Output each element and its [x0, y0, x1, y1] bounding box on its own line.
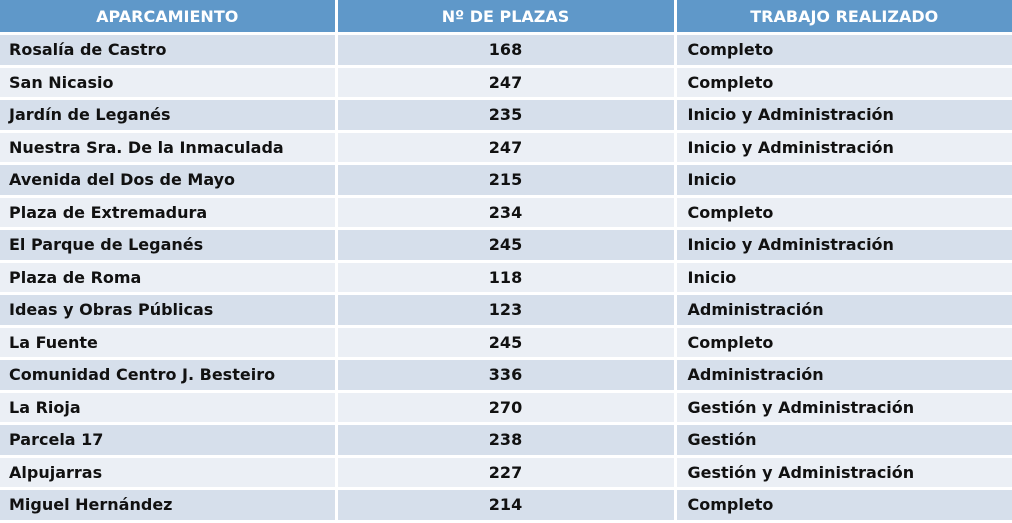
cell-aparcamiento: Comunidad Centro J. Besteiro: [0, 358, 338, 393]
cell-plazas: 247: [336, 66, 677, 100]
cell-plazas: 215: [336, 163, 677, 198]
table-row: San Nicasio 247 Completo: [0, 66, 1012, 100]
cell-aparcamiento: Plaza de Roma: [0, 261, 338, 295]
table-row: Plaza de Roma 118 Inicio: [0, 261, 1012, 295]
table-row: Avenida del Dos de Mayo 215 Inicio: [0, 163, 1012, 198]
cell-plazas: 234: [336, 196, 677, 230]
cell-aparcamiento: El Parque de Leganés: [0, 228, 338, 263]
table-row: La Fuente 245 Completo: [0, 326, 1012, 360]
cell-plazas: 336: [336, 358, 677, 393]
cell-plazas: 245: [336, 228, 677, 263]
cell-plazas: 245: [336, 326, 677, 360]
cell-aparcamiento: Parcela 17: [0, 423, 338, 458]
cell-trabajo: Inicio y Administración: [675, 98, 1012, 133]
cell-trabajo: Administración: [675, 293, 1012, 328]
table-row: Comunidad Centro J. Besteiro 336 Administr…: [0, 358, 1012, 393]
cell-aparcamiento: Jardín de Leganés: [0, 98, 338, 133]
cell-plazas: 238: [336, 423, 677, 458]
header-aparcamiento: APARCAMIENTO: [0, 0, 338, 35]
cell-trabajo: Administración: [675, 358, 1012, 393]
cell-trabajo: Inicio y Administración: [675, 131, 1012, 165]
cell-aparcamiento: Alpujarras: [0, 456, 338, 490]
table-row: Ideas y Obras Públicas 123 Administración: [0, 293, 1012, 328]
cell-trabajo: Gestión y Administración: [675, 456, 1012, 490]
table-row: Nuestra Sra. De la Inmaculada 247 Inicio y…: [0, 131, 1012, 165]
cell-aparcamiento: San Nicasio: [0, 66, 338, 100]
cell-trabajo: Inicio y Administración: [675, 228, 1012, 263]
cell-plazas: 270: [336, 391, 677, 425]
cell-aparcamiento: Plaza de Extremadura: [0, 196, 338, 230]
cell-aparcamiento: Miguel Hernández: [0, 488, 338, 523]
cell-plazas: 227: [336, 456, 677, 490]
cell-aparcamiento: La Rioja: [0, 391, 338, 425]
header-trabajo: TRABAJO REALIZADO: [675, 0, 1012, 35]
cell-trabajo: Completo: [675, 326, 1012, 360]
cell-trabajo: Inicio: [675, 163, 1012, 198]
cell-trabajo: Completo: [675, 196, 1012, 230]
header-plazas: Nº DE PLAZAS: [336, 0, 677, 35]
cell-trabajo: Completo: [675, 66, 1012, 100]
table-row: Miguel Hernández 214 Completo: [0, 488, 1012, 523]
cell-trabajo: Inicio: [675, 261, 1012, 295]
cell-trabajo: Gestión: [675, 423, 1012, 458]
cell-trabajo: Completo: [675, 488, 1012, 523]
cell-plazas: 118: [336, 261, 677, 295]
cell-aparcamiento: La Fuente: [0, 326, 338, 360]
table-row: Jardín de Leganés 235 Inicio y Administrac…: [0, 98, 1012, 133]
table-row: El Parque de Leganés 245 Inicio y Administ…: [0, 228, 1012, 263]
cell-aparcamiento: Avenida del Dos de Mayo: [0, 163, 338, 198]
cell-trabajo: Gestión y Administración: [675, 391, 1012, 425]
cell-plazas: 123: [336, 293, 677, 328]
table-row: Plaza de Extremadura 234 Completo: [0, 196, 1012, 230]
cell-aparcamiento: Nuestra Sra. De la Inmaculada: [0, 131, 338, 165]
cell-plazas: 214: [336, 488, 677, 523]
cell-plazas: 235: [336, 98, 677, 133]
cell-trabajo: Completo: [675, 33, 1012, 68]
table-row: Parcela 17 238 Gestión: [0, 423, 1012, 458]
cell-aparcamiento: Rosalía de Castro: [0, 33, 338, 68]
header-row: APARCAMIENTO Nº DE PLAZAS TRABAJO REALIZ…: [0, 0, 1012, 35]
cell-aparcamiento: Ideas y Obras Públicas: [0, 293, 338, 328]
table-row: Rosalía de Castro 168 Completo: [0, 33, 1012, 68]
cell-plazas: 168: [336, 33, 677, 68]
cell-plazas: 247: [336, 131, 677, 165]
table-row: Alpujarras 227 Gestión y Administración: [0, 456, 1012, 490]
table-row: La Rioja 270 Gestión y Administración: [0, 391, 1012, 425]
